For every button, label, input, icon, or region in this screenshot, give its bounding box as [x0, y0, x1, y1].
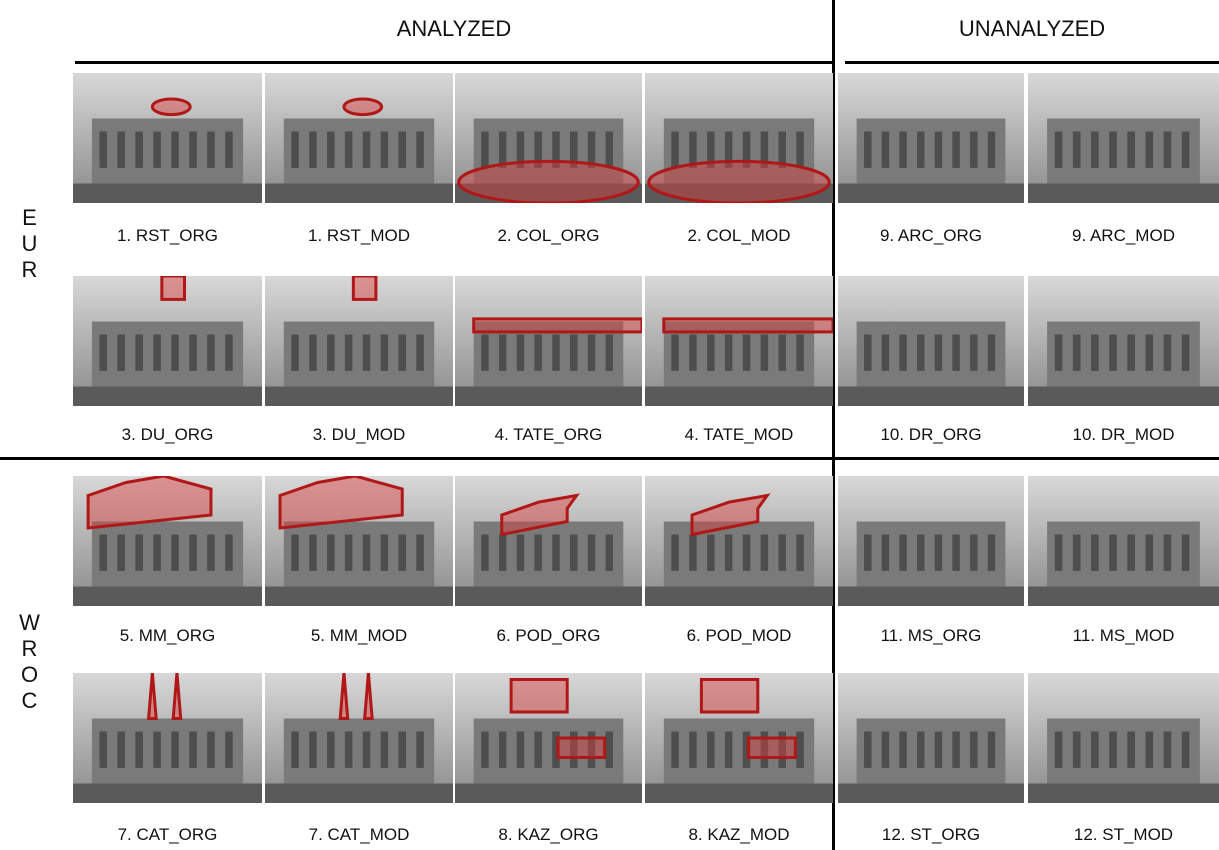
photo: [838, 276, 1024, 406]
photo: [1028, 476, 1219, 606]
horizontal-divider: [0, 457, 1219, 460]
header: UNANALYZED: [958, 16, 1106, 41]
row-group-label: WROC: [17, 610, 42, 714]
photo: [1028, 73, 1219, 203]
image-caption: 11. MS_ORG: [880, 626, 982, 645]
image-caption: 1. RST_ORG: [116, 226, 219, 245]
photo: [455, 276, 642, 406]
photo: [645, 476, 833, 606]
header: ANALYZED: [396, 16, 512, 41]
image-caption: 10. DR_ORG: [880, 425, 982, 444]
image-caption: 7. CAT_ORG: [117, 825, 218, 844]
image-caption: 12. ST_ORG: [881, 825, 981, 844]
row-group-label: EUR: [17, 205, 42, 283]
image-caption: 5. MM_MOD: [310, 626, 408, 645]
image-caption: 4. TATE_MOD: [684, 425, 794, 444]
photo: [265, 673, 453, 803]
photo: [838, 673, 1024, 803]
photo: [73, 476, 262, 606]
vertical-divider: [832, 0, 835, 850]
image-caption: 5. MM_ORG: [119, 626, 216, 645]
photo: [73, 73, 262, 203]
image-caption: 3. DU_MOD: [312, 425, 406, 444]
image-caption: 11. MS_MOD: [1072, 626, 1175, 645]
image-caption: 9. ARC_MOD: [1072, 226, 1175, 245]
image-caption: 1. RST_MOD: [307, 226, 411, 245]
image-caption: 4. TATE_ORG: [494, 425, 603, 444]
photo: [645, 73, 833, 203]
photo: [73, 673, 262, 803]
header-rule: [75, 61, 833, 64]
photo: [265, 476, 453, 606]
photo: [645, 276, 833, 406]
image-caption: 12. ST_MOD: [1073, 825, 1174, 844]
photo: [455, 673, 642, 803]
photo: [265, 73, 453, 203]
image-caption: 10. DR_MOD: [1072, 425, 1175, 444]
photo: [73, 276, 262, 406]
photo: [838, 476, 1024, 606]
image-caption: 9. ARC_ORG: [879, 226, 983, 245]
photo: [838, 73, 1024, 203]
photo: [1028, 673, 1219, 803]
image-caption: 6. POD_MOD: [686, 626, 792, 645]
photo: [1028, 276, 1219, 406]
image-caption: 2. COL_ORG: [497, 226, 600, 245]
image-caption: 8. KAZ_ORG: [498, 825, 599, 844]
photo: [645, 673, 833, 803]
photo: [455, 476, 642, 606]
image-caption: 3. DU_ORG: [121, 425, 214, 444]
header-rule: [845, 61, 1219, 64]
photo: [455, 73, 642, 203]
image-caption: 6. POD_ORG: [496, 626, 601, 645]
photo: [265, 276, 453, 406]
image-caption: 7. CAT_MOD: [308, 825, 410, 844]
image-caption: 8. KAZ_MOD: [688, 825, 790, 844]
image-caption: 2. COL_MOD: [687, 226, 791, 245]
